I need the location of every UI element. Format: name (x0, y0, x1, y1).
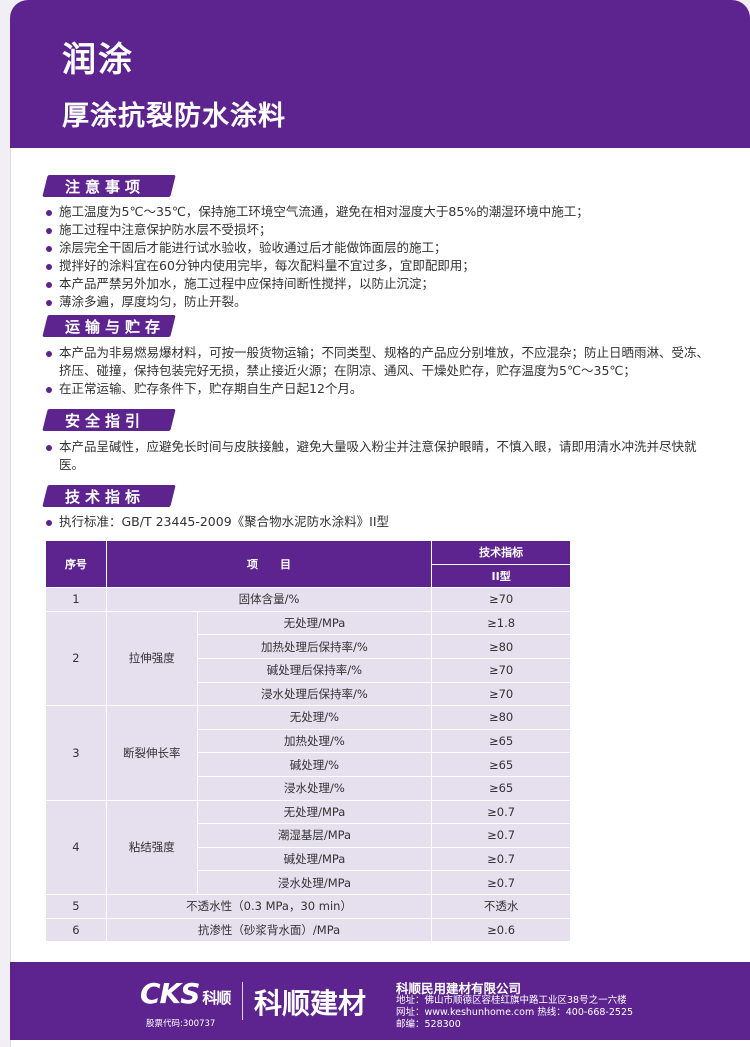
table-row: 碱处理/MPa ≥0.7 (46, 846, 571, 872)
table-cell: 粘结强度 (105, 799, 198, 895)
table-cell: 固体含量/% (105, 587, 433, 612)
header-banner: 润涂 厚涂抗裂防水涂料 (10, 0, 750, 148)
safety-list: 本产品呈碱性，应避免长时间与皮肤接触，避免大量吸入粉尘并注意保护眼睛，不慎入眼，… (44, 438, 714, 474)
table-row: 加热处理/% ≥65 (46, 728, 571, 754)
section-heading-notes: 注意事项 (42, 175, 176, 197)
table-cell: 5 (45, 893, 107, 919)
header-type: II型 (431, 563, 571, 589)
list-item: 施工过程中注意保护防水层不受损坏； (44, 221, 714, 239)
table-cell: ≥1.8 (431, 610, 571, 636)
table-cell: 无处理/MPa (196, 610, 433, 636)
table-cell: 4 (45, 799, 107, 895)
list-item: 本产品呈碱性，应避免长时间与皮肤接触，避免大量吸入粉尘并注意保护眼睛，不慎入眼，… (44, 438, 714, 474)
specs-list: 执行标准：GB/T 23445-2009《聚合物水泥防水涂料》II型 (44, 513, 714, 531)
list-item: 搅拌好的涂料宜在60分钟内使用完毕，每次配料量不宜过多，宜即配即用； (44, 257, 714, 275)
list-item: 执行标准：GB/T 23445-2009《聚合物水泥防水涂料》II型 (44, 513, 714, 531)
table-cell: ≥65 (431, 728, 571, 754)
table-cell: ≥80 (431, 705, 571, 730)
notes-list: 施工温度为5℃～35℃，保持施工环境空气流通，避免在相对湿度大于85%的潮湿环境… (44, 203, 714, 311)
table-row: 4 粘结强度 无处理/MPa ≥0.7 (45, 799, 571, 895)
list-item: 本产品为非易燃易爆材料，可按一般货物运输；不同类型、规格的产品应分别堆放，不应混… (44, 344, 714, 380)
section-heading-storage: 运输与贮存 (42, 315, 176, 337)
product-title: 厚涂抗裂防水涂料 (62, 101, 286, 132)
table-cell: ≥65 (431, 775, 571, 801)
table-cell: 潮湿基层/MPa (196, 823, 433, 848)
table-cell: ≥70 (431, 587, 571, 612)
cks-logo: CKS 科顺 (140, 977, 231, 1010)
table-cell: 无处理/MPa (196, 799, 433, 825)
table-cell: 浸水处理后保持率/% (196, 681, 433, 707)
table-cell: 2 (45, 610, 107, 707)
footer-brand: 科顺建材 (254, 987, 367, 1020)
table-cell: 不透水 (431, 893, 571, 919)
header-item: 项 目 (105, 539, 433, 589)
table-cell: 3 (45, 705, 107, 801)
storage-list: 本产品为非易燃易爆材料，可按一般货物运输；不同类型、规格的产品应分别堆放，不应混… (44, 344, 714, 398)
section-heading-specs: 技术指标 (42, 485, 176, 507)
table-cell: 碱处理后保持率/% (196, 657, 433, 683)
table-cell: 无处理/% (196, 705, 433, 730)
table-row: 3 断裂伸长率 无处理/% ≥80 (45, 705, 571, 801)
table-cell: 加热处理/% (196, 728, 433, 754)
table-row: 1 固体含量/% ≥70 (45, 587, 571, 612)
table-row: 潮湿基层/MPa ≥0.7 (46, 823, 571, 848)
table-cell: 拉伸强度 (105, 610, 198, 707)
table-cell: ≥0.7 (431, 799, 571, 825)
header-spec: 技术指标 (431, 540, 571, 565)
table-cell: 6 (45, 917, 107, 943)
table-cell: ≥70 (431, 657, 571, 683)
table-cell: 不透水性（0.3 MPa，30 min） (105, 893, 433, 919)
footer: CKS 科顺 股票代码:300737 科顺建材 科顺民用建材有限公司 地址：佛山市… (10, 962, 750, 1040)
list-item: 涂层完全干固后才能进行试水验收，验收通过后才能做饰面层的施工； (44, 239, 714, 257)
address: 地址：佛山市顺德区容桂红旗中路工业区38号之一六楼 (396, 995, 627, 1006)
postcode: 邮编：528300 (396, 1019, 461, 1030)
table-row: 浸水处理/% ≥65 (46, 775, 571, 801)
table-row: 浸水处理/MPa ≥0.7 (46, 870, 571, 895)
table-cell: ≥0.7 (431, 823, 571, 848)
list-item: 在正常运输、贮存条件下，贮存期自生产日起12个月。 (44, 380, 714, 398)
header-no: 序号 (45, 539, 107, 589)
list-item: 施工温度为5℃～35℃，保持施工环境空气流通，避免在相对湿度大于85%的潮湿环境… (44, 203, 714, 221)
table-cell: ≥0.6 (431, 917, 571, 943)
web-hotline: 网址：www.keshunhome.com 热线：400-668-2525 (396, 1007, 634, 1018)
contact-info: 地址：佛山市顺德区容桂红旗中路工业区38号之一六楼 网址：www.keshunh… (396, 995, 633, 1031)
company-name: 科顺民用建材有限公司 (396, 981, 522, 996)
brand-title: 润涂 (62, 40, 134, 80)
spec-table: 序号项 目技术指标 II型 1 固体含量/% ≥70 2 拉伸强度 无处理/MPa ≥1.… (45, 539, 571, 943)
stock-code: 股票代码:300737 (146, 1019, 216, 1029)
table-row: 浸水处理后保持率/% ≥70 (46, 681, 571, 707)
table-cell: ≥65 (431, 752, 571, 777)
table-cell: 浸水处理/% (196, 775, 433, 801)
section-heading-safety: 安全指引 (42, 409, 176, 431)
table-row: 5 不透水性（0.3 MPa，30 min） 不透水 (45, 893, 571, 919)
table-cell: 碱处理/MPa (196, 846, 433, 872)
table-cell: ≥70 (431, 681, 571, 707)
list-item: 薄涂多遍，厚度均匀，防止开裂。 (44, 293, 714, 311)
table-cell: ≥0.7 (431, 870, 571, 895)
table-cell: 断裂伸长率 (105, 705, 198, 801)
table-cell: 抗渗性（砂浆背水面）/MPa (105, 917, 433, 943)
table-cell: 1 (45, 587, 107, 612)
table-cell: 浸水处理/MPa (196, 870, 433, 895)
table-cell: 碱处理/% (196, 752, 433, 777)
table-cell: 加热处理后保持率/% (196, 634, 433, 659)
table-cell: ≥80 (431, 634, 571, 659)
table-row: 2 拉伸强度 无处理/MPa ≥1.8 (45, 610, 571, 707)
table-cell: ≥0.7 (431, 846, 571, 872)
table-row: 6 抗渗性（砂浆背水面）/MPa ≥0.6 (45, 917, 571, 943)
table-row: 碱处理/% ≥65 (46, 752, 571, 777)
list-item: 本产品严禁另外加水，施工过程中应保持间断性搅拌，以防止沉淀； (44, 275, 714, 293)
divider (242, 982, 243, 1020)
